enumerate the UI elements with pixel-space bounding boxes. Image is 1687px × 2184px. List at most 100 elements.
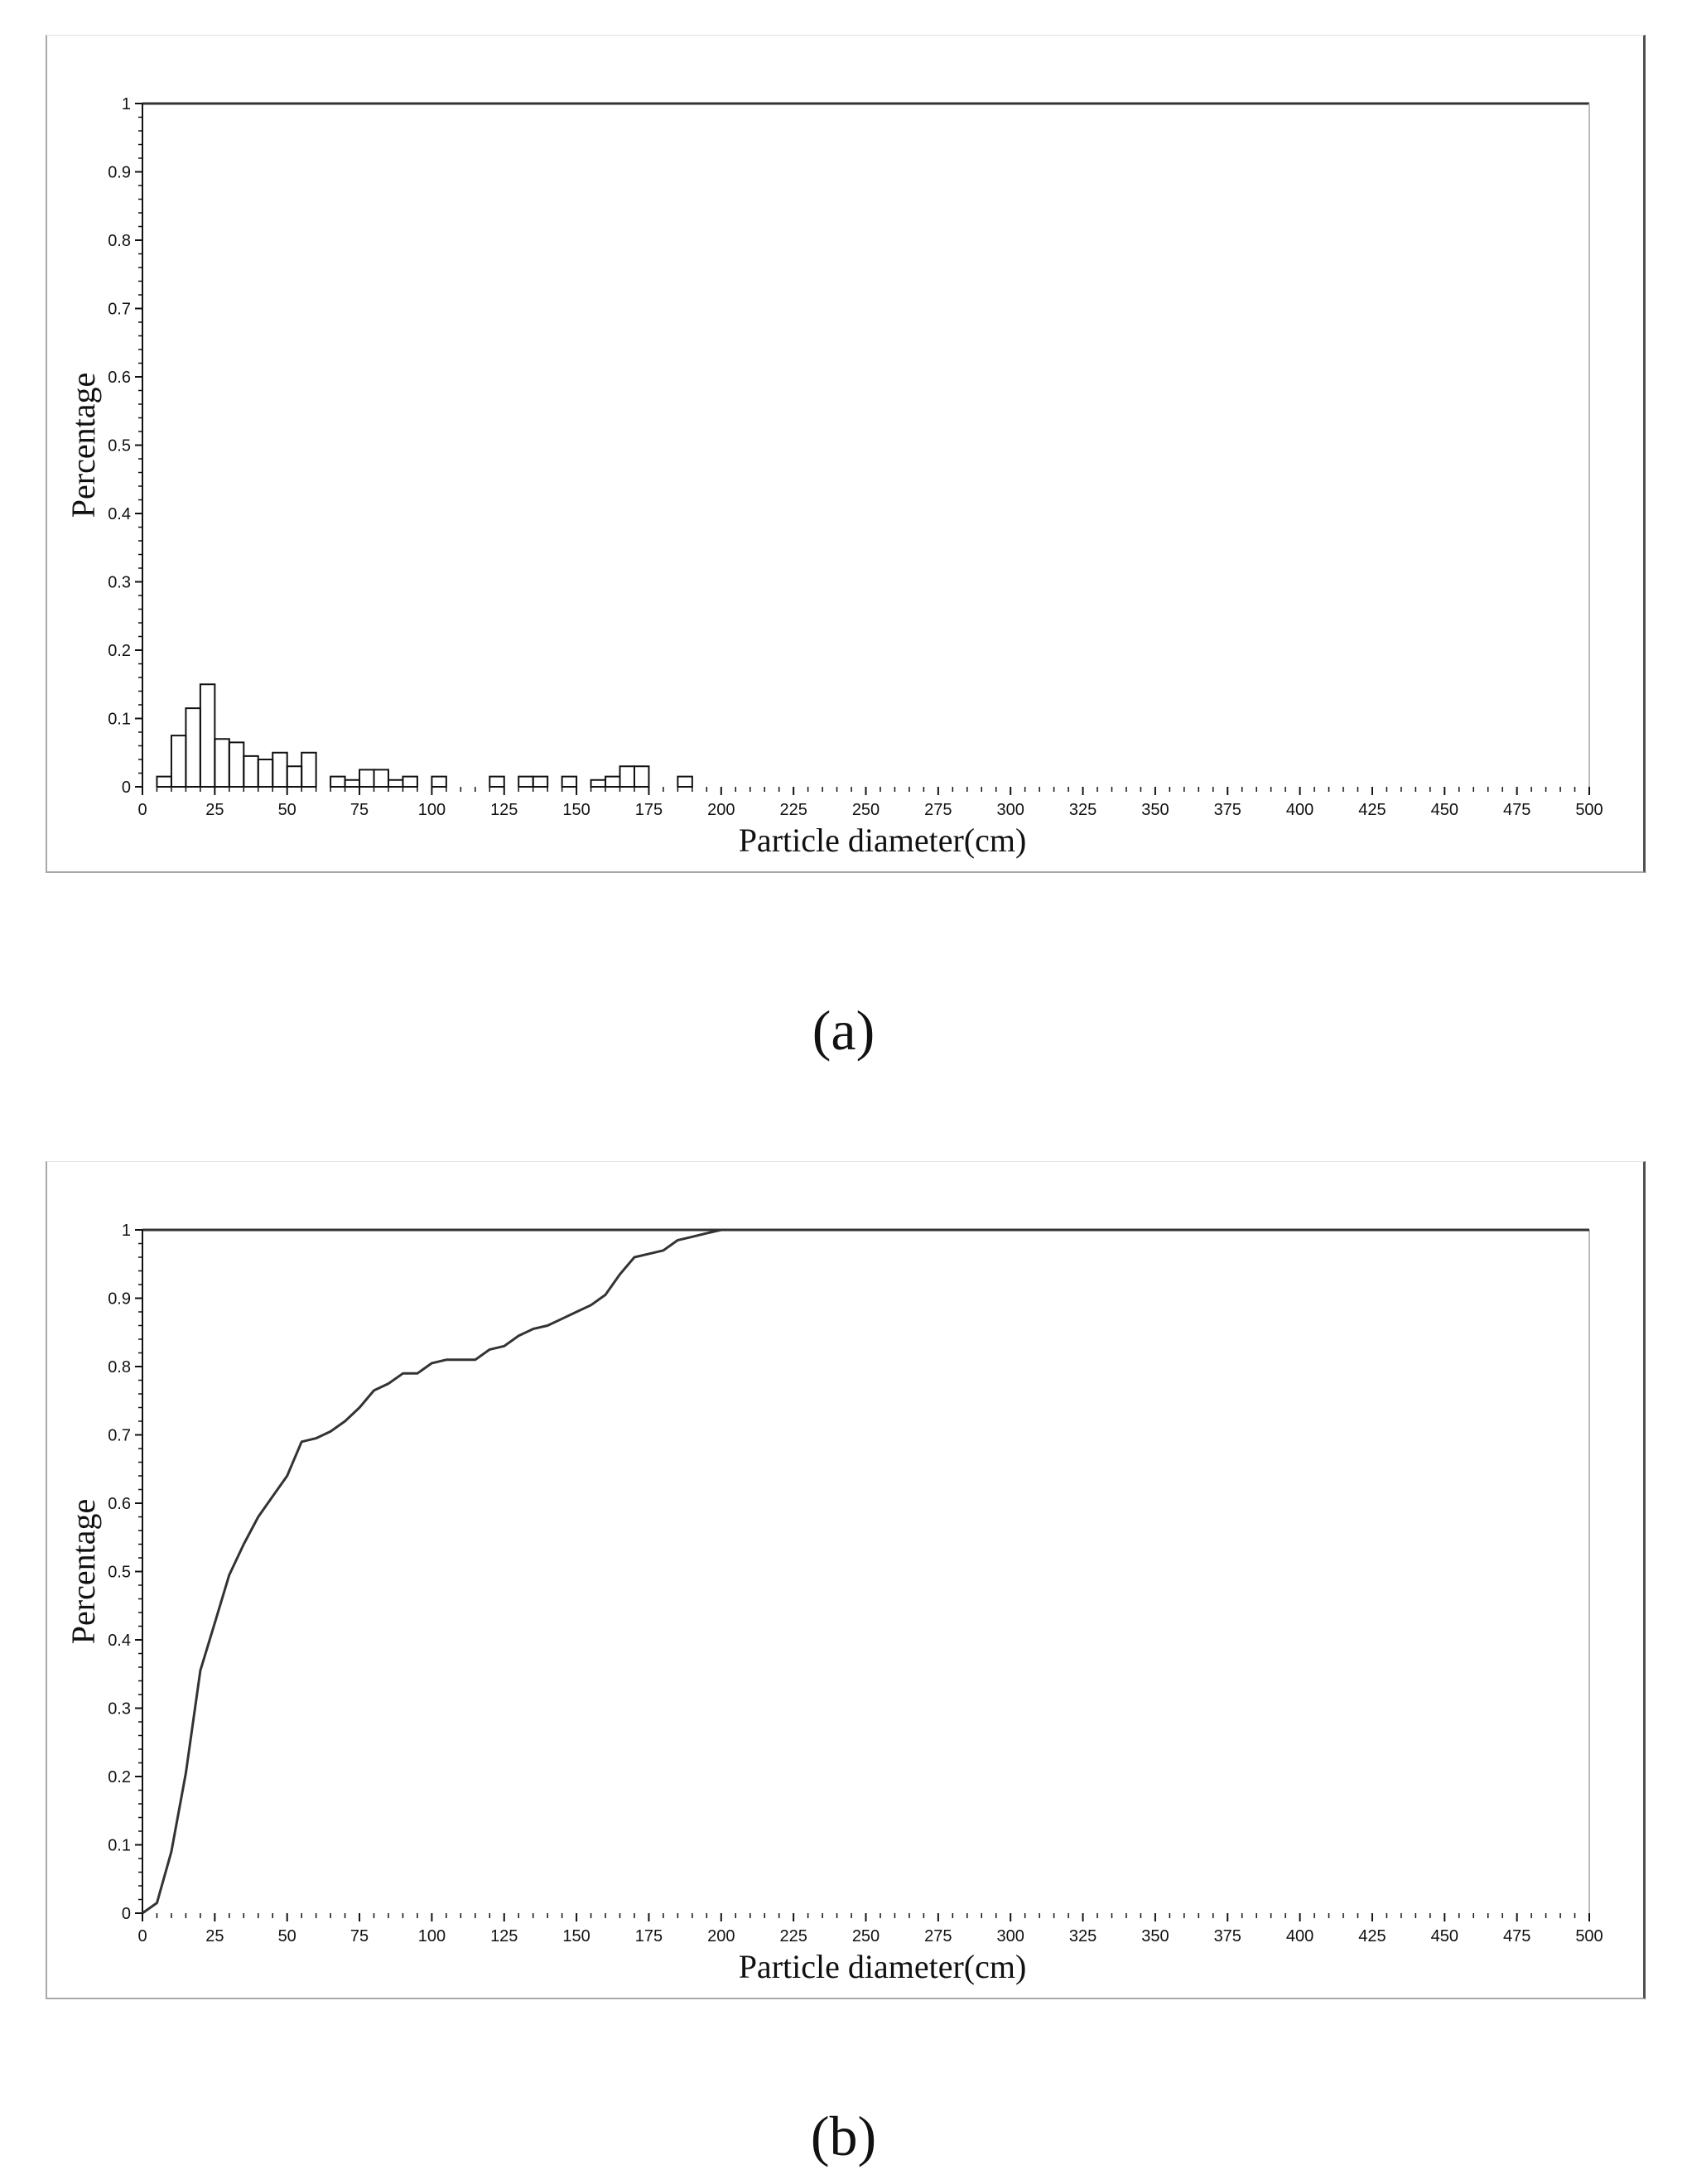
histogram-bar: [677, 775, 693, 788]
caption-b: (b): [810, 2104, 877, 2167]
y-tick-label: 0.3: [108, 1700, 131, 1719]
y-tick-label: 0.9: [108, 164, 131, 182]
y-tick-label: 0.4: [108, 505, 131, 523]
x-tick-label: 0: [137, 1927, 147, 1945]
y-tick-label: 0.1: [108, 1837, 131, 1855]
x-tick-label: 275: [924, 801, 952, 819]
y-tick-label: 1: [122, 1222, 131, 1240]
x-tick-label: 400: [1286, 1927, 1313, 1945]
histogram-bar: [518, 775, 534, 788]
y-tick-label: 0: [122, 779, 131, 797]
x-tick-label: 75: [350, 1927, 369, 1945]
x-tick-label: 175: [635, 801, 663, 819]
histogram-bar: [228, 741, 245, 788]
y-tick-label: 0.2: [108, 1768, 131, 1786]
x-tick-label: 125: [490, 801, 518, 819]
x-tick-label: 350: [1141, 1927, 1169, 1945]
x-tick-label: 175: [635, 1927, 663, 1945]
histogram-bar: [243, 755, 259, 788]
cumulative-series-line: [142, 1228, 1589, 1915]
x-tick-label: 375: [1214, 801, 1241, 819]
x-tick-label: 100: [418, 801, 446, 819]
histogram-bar: [330, 775, 346, 788]
y-tick-label: 0.6: [108, 369, 131, 387]
x-tick-label: 425: [1358, 801, 1386, 819]
histogram-bar: [301, 751, 317, 788]
x-tick-label: 475: [1503, 801, 1530, 819]
y-tick-label: 0.6: [108, 1495, 131, 1513]
y-tick-label: 0.1: [108, 711, 131, 729]
y-tick-label: 0: [122, 1905, 131, 1923]
x-axis-title: Particle diameter(cm): [739, 1948, 1027, 1985]
chart-panel-a: 0 0.1 0.2 0.3 0.4 0.5 0.6 0.7 0.8 0.9 1 0 25 50 75 100 1…: [46, 35, 1646, 873]
x-tick-label: 100: [418, 1927, 446, 1945]
x-tick-label: 450: [1431, 1927, 1458, 1945]
x-tick-label: 375: [1214, 1927, 1241, 1945]
histogram-bar: [199, 683, 216, 788]
x-tick-label: 200: [707, 801, 735, 819]
x-tick-label: 250: [852, 801, 880, 819]
histogram-bar: [402, 775, 418, 788]
caption-a: (a): [812, 999, 875, 1062]
histogram-bar: [373, 769, 389, 788]
x-tick-label: 325: [1069, 1927, 1097, 1945]
y-tick-label: 0.5: [108, 437, 131, 456]
histogram-bar: [633, 765, 650, 788]
y-tick-label: 0.9: [108, 1290, 131, 1309]
x-tick-label: 50: [278, 1927, 296, 1945]
chart-panel-b: 0 0.1 0.2 0.3 0.4 0.5 0.6 0.7 0.8 0.9 1 0 25 50 75 100 1…: [46, 1161, 1646, 1999]
histogram-bar: [286, 765, 303, 788]
y-tick-label: 0.5: [108, 1564, 131, 1582]
y-tick-label: 0.8: [108, 232, 131, 250]
x-tick-label: 275: [924, 1927, 952, 1945]
y-tick-label: 0.8: [108, 1358, 131, 1376]
histogram-bar: [532, 775, 549, 788]
histogram-bar: [214, 738, 230, 788]
x-tick-label: 225: [779, 1927, 807, 1945]
x-tick-label: 75: [350, 801, 369, 819]
histogram-bar: [605, 775, 621, 788]
x-tick-label: 25: [205, 1927, 224, 1945]
x-tick-label: 150: [562, 1927, 590, 1945]
y-axis-title: Percentage: [65, 1499, 102, 1644]
x-tick-label: 250: [852, 1927, 880, 1945]
y-tick-label: 0.2: [108, 642, 131, 660]
histogram-bar: [489, 775, 505, 788]
histogram-bar: [590, 779, 607, 788]
histogram-bar: [387, 779, 404, 788]
histogram-chart: 0 0.1 0.2 0.3 0.4 0.5 0.6 0.7 0.8 0.9 1 0 25 50 75 100 1…: [65, 95, 1603, 859]
x-tick-label: 25: [205, 801, 224, 819]
x-tick-label: 125: [490, 1927, 518, 1945]
histogram-bar: [359, 769, 375, 788]
x-tick-label: 425: [1358, 1927, 1386, 1945]
x-tick-label: 225: [779, 801, 807, 819]
x-tick-label: 50: [278, 801, 296, 819]
histogram-bar: [170, 735, 187, 788]
x-tick-label: 300: [997, 1927, 1024, 1945]
y-tick-label: 1: [122, 95, 131, 113]
x-tick-label: 350: [1141, 801, 1169, 819]
x-tick-label: 150: [562, 801, 590, 819]
x-tick-label: 325: [1069, 801, 1097, 819]
histogram-bar: [561, 775, 578, 788]
y-axis-title: Percentage: [65, 373, 102, 518]
x-tick-label: 400: [1286, 801, 1313, 819]
cumulative-line-chart: 0 0.1 0.2 0.3 0.4 0.5 0.6 0.7 0.8 0.9 1 0 25 50 75 100 1…: [65, 1222, 1603, 1985]
x-tick-label: 200: [707, 1927, 735, 1945]
x-tick-label: 500: [1575, 801, 1603, 819]
histogram-bar: [344, 779, 361, 788]
histogram-bar: [185, 707, 201, 788]
x-tick-label: 500: [1575, 1927, 1603, 1945]
x-tick-label: 475: [1503, 1927, 1530, 1945]
histogram-bar: [431, 775, 447, 788]
histogram-bar: [156, 775, 172, 788]
x-axis-title: Particle diameter(cm): [739, 822, 1027, 859]
y-tick-label: 0.3: [108, 574, 131, 592]
x-tick-label: 450: [1431, 801, 1458, 819]
histogram-bar: [272, 751, 288, 788]
histogram-bar: [257, 759, 274, 788]
x-tick-label: 0: [137, 801, 147, 819]
x-tick-label: 300: [997, 801, 1024, 819]
histogram-bar: [619, 765, 635, 788]
y-tick-label: 0.4: [108, 1632, 131, 1650]
